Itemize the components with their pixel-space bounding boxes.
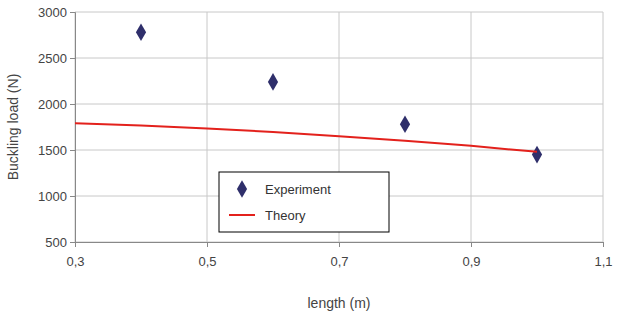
tick: 1000: [38, 189, 75, 204]
legend-symbol: [237, 180, 247, 198]
grid-line: [207, 12, 208, 242]
axis-line: [76, 243, 604, 248]
data-point: [268, 73, 278, 91]
tick-mark: [471, 242, 472, 247]
x-axis: 0,3 0,5 0,7 0,9 1,1: [66, 242, 612, 269]
tick: 2500: [38, 51, 75, 66]
tick: 0,7: [330, 242, 348, 269]
theory-line: [75, 123, 537, 152]
tick: 3000: [38, 5, 75, 20]
legend-label: Experiment: [265, 182, 331, 197]
y-axis: 500 1000 1500 2000 2500 3000: [38, 5, 75, 250]
legend: Experiment Theory: [219, 172, 389, 232]
tick: 0,9: [462, 242, 480, 269]
tick-label: 0,3: [66, 254, 84, 269]
tick-label: 1500: [38, 143, 67, 158]
tick: 0,3: [66, 242, 84, 269]
plot-marks: [75, 23, 542, 163]
tick-label: 2500: [38, 51, 67, 66]
tick-mark: [603, 242, 604, 247]
tick-mark: [70, 12, 75, 13]
x-axis-title: length (m): [307, 295, 370, 311]
data-point: [136, 23, 146, 41]
tick-mark: [70, 242, 75, 243]
tick-mark: [207, 242, 208, 247]
tick-label: 0,5: [198, 254, 216, 269]
tick-label: 3000: [38, 5, 67, 20]
tick-mark: [339, 242, 340, 247]
tick-label: 0,9: [462, 254, 480, 269]
tick-mark: [70, 150, 75, 151]
grid-line: [603, 12, 604, 242]
legend-box: [219, 172, 389, 232]
tick: 2000: [38, 97, 75, 112]
grid-line: [471, 12, 472, 242]
y-axis-title: Buckling load (N): [5, 74, 21, 181]
tick-label: 1,1: [594, 254, 612, 269]
legend-label: Theory: [265, 208, 306, 223]
tick-label: 500: [45, 235, 67, 250]
tick-mark: [70, 58, 75, 59]
tick-mark: [70, 196, 75, 197]
chart: 0,3 0,5 0,7 0,9 1,1 500 1000 1500 2000 2500 3000 le…: [0, 0, 621, 320]
tick-mark: [70, 104, 75, 105]
tick: 1,1: [594, 242, 612, 269]
tick: 1500: [38, 143, 75, 158]
tick: 500: [45, 235, 75, 250]
data-point: [400, 115, 410, 133]
tick-label: 0,7: [330, 254, 348, 269]
tick: 0,5: [198, 242, 216, 269]
legend-symbol: [229, 214, 255, 216]
data-point: [532, 146, 542, 164]
tick-label: 2000: [38, 97, 67, 112]
axis-line: [70, 13, 76, 243]
tick-label: 1000: [38, 189, 67, 204]
grid: [75, 12, 603, 242]
